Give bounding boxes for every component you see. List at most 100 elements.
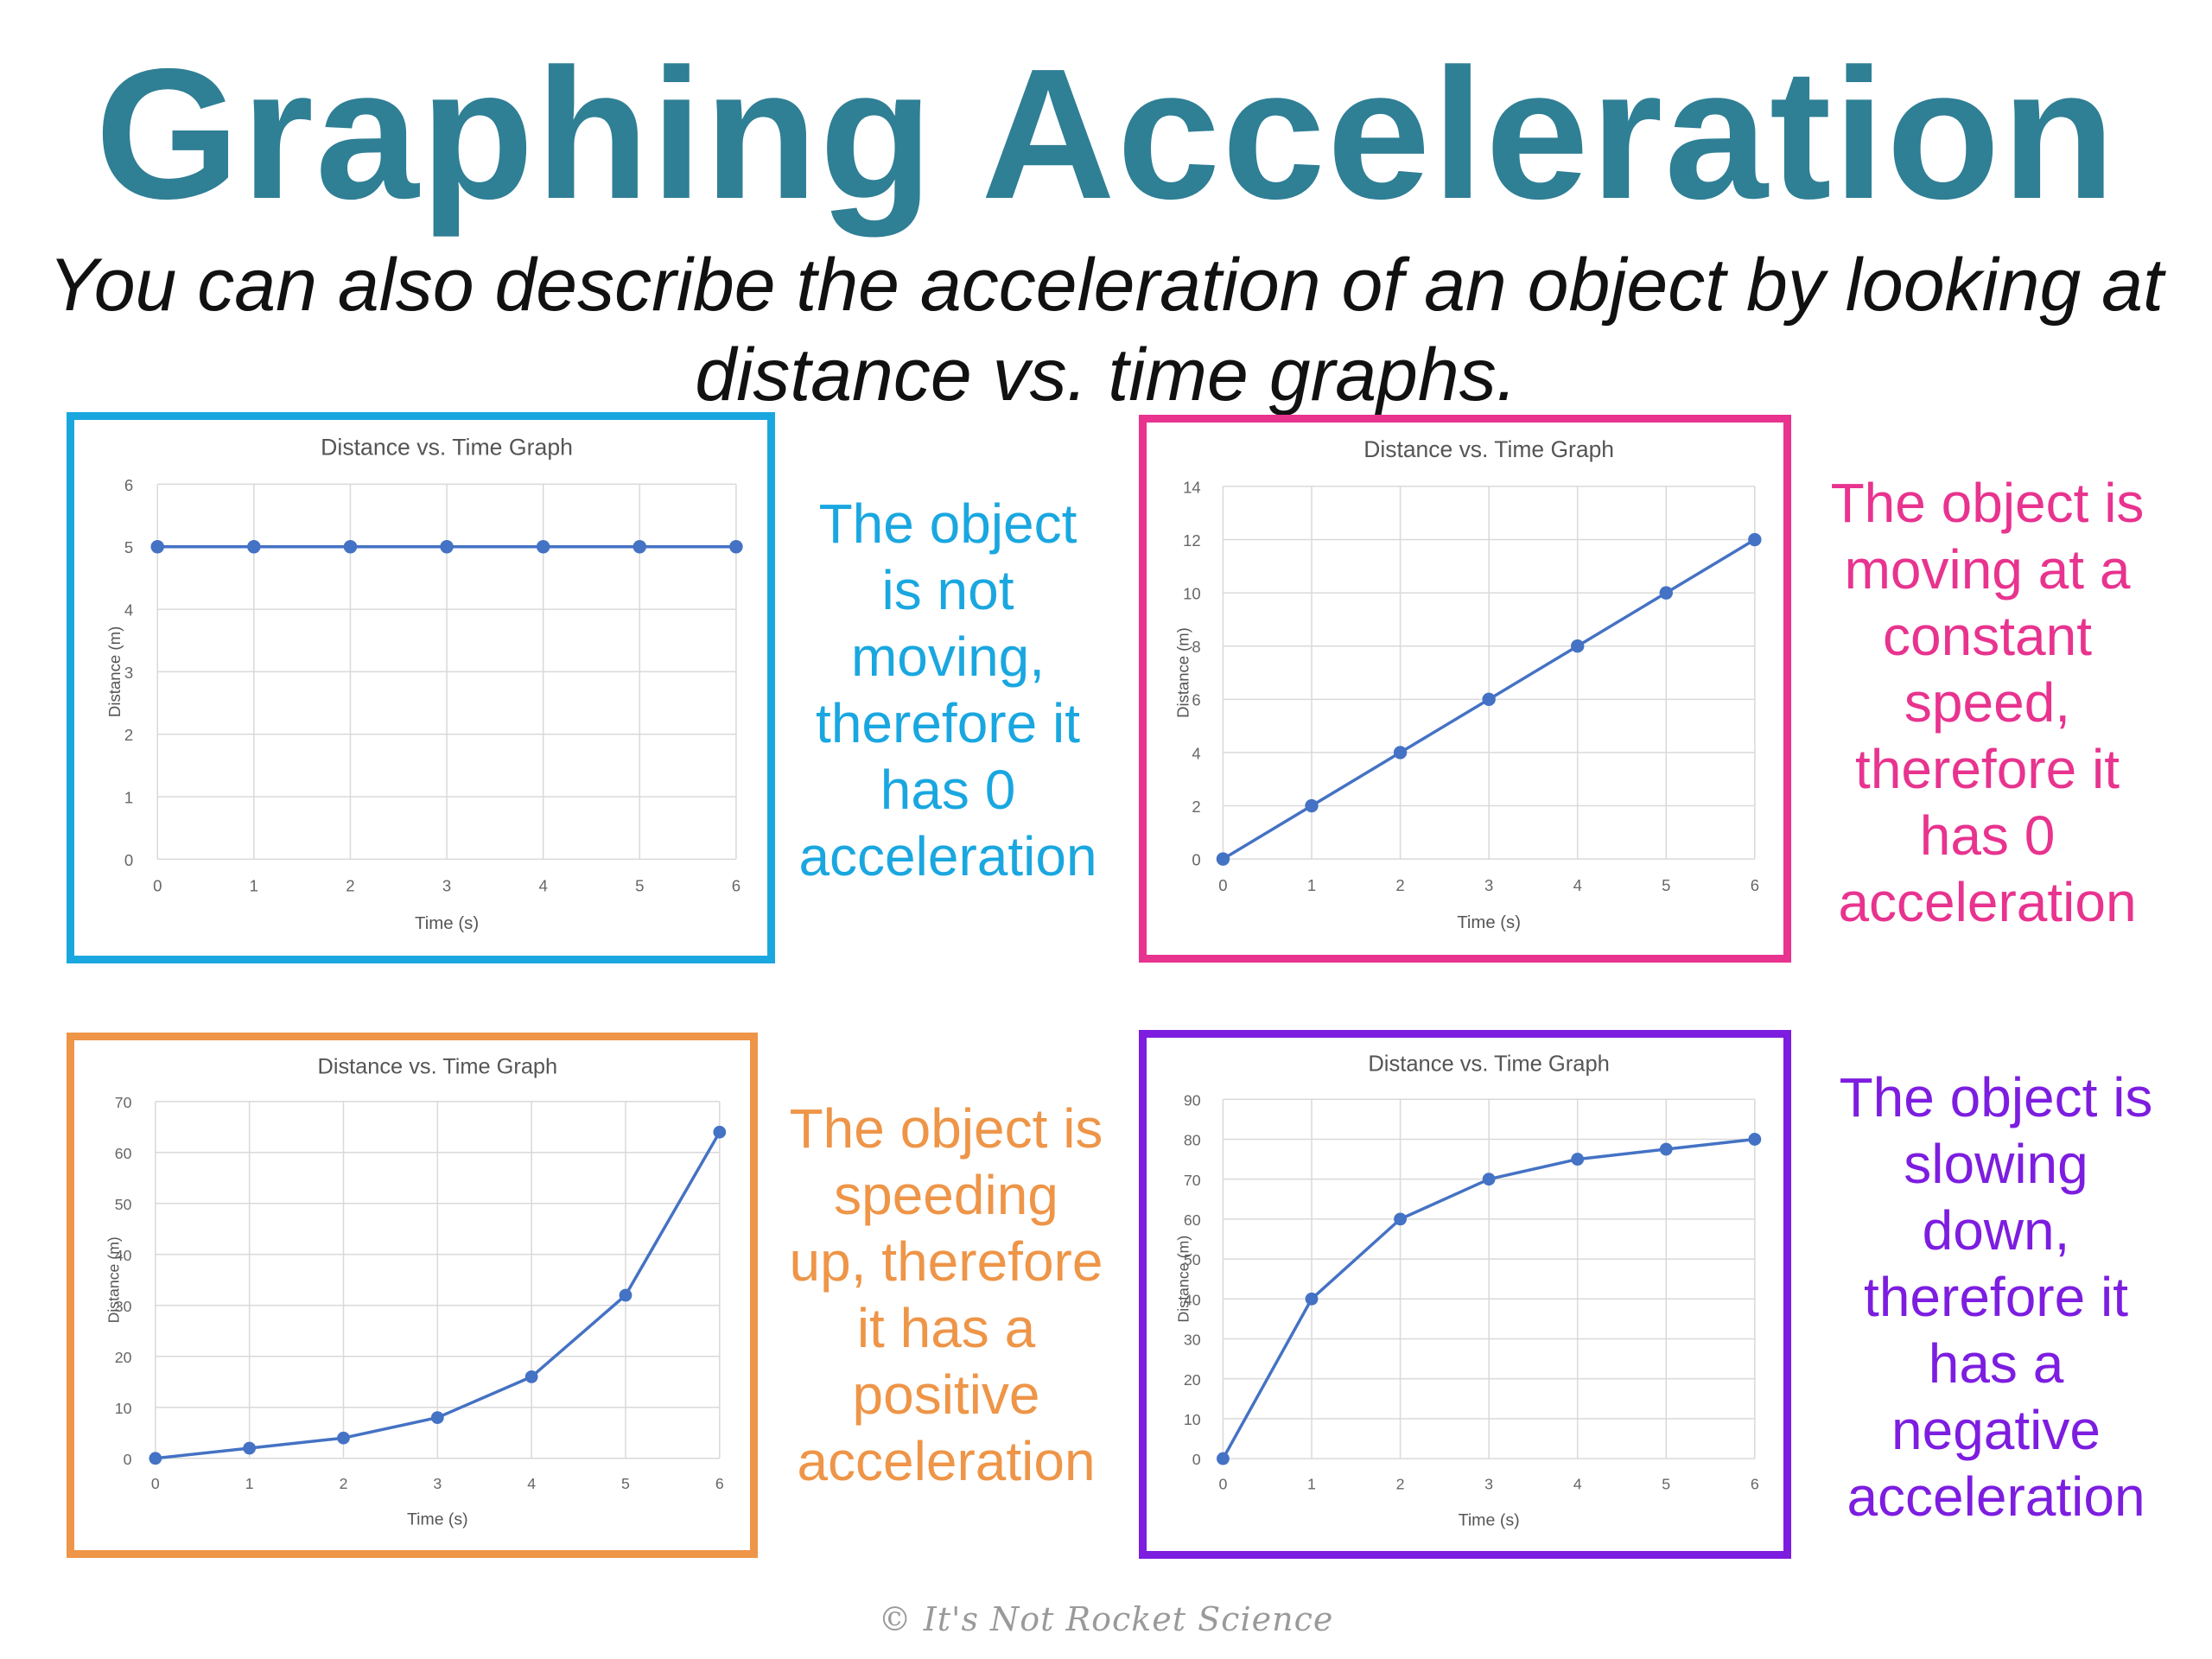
- y-tick-label: 40: [115, 1247, 132, 1264]
- y-tick-label: 30: [1184, 1332, 1201, 1349]
- y-tick-label: 10: [115, 1400, 132, 1417]
- x-tick-label: 4: [1573, 1476, 1582, 1493]
- data-point: [1748, 1133, 1762, 1146]
- x-tick-label: 2: [340, 1475, 348, 1492]
- data-point: [243, 1441, 257, 1455]
- y-tick-label: 2: [1192, 798, 1200, 816]
- x-tick-label: 6: [1751, 876, 1759, 894]
- x-tick-label: 5: [635, 877, 644, 895]
- y-tick-label: 0: [1192, 1451, 1201, 1468]
- description-line: negative: [1891, 1399, 2101, 1461]
- chart-not-moving: Distance vs. Time Graph 0 1 2 3 4 5 6 0 1 2 3 4 5 6 Tim…: [105, 434, 743, 933]
- y-tick-label: 70: [115, 1094, 132, 1111]
- x-tick-label: 4: [539, 877, 548, 895]
- x-tick-label: 0: [153, 877, 162, 895]
- data-point: [1305, 1292, 1319, 1306]
- x-tick-label: 0: [151, 1475, 160, 1492]
- description-slowing-down: The object is slowing down, therefore it has…: [1815, 1065, 2177, 1530]
- data-point: [1659, 1142, 1673, 1156]
- chart-panel-constant-speed: Distance vs. Time Graph 0 2 4 6 8 10 12 14 0 1 2 3 4 5…: [1139, 415, 1791, 963]
- chart-title: Distance vs. Time Graph: [318, 1054, 558, 1078]
- copyright-credit: © It's Not Rocket Science: [878, 1600, 1334, 1638]
- y-tick-label: 5: [124, 538, 133, 556]
- description-line: it has a: [856, 1297, 1036, 1359]
- y-axis-label: Distance (m): [1174, 627, 1192, 718]
- y-axis-label: Distance (m): [105, 626, 124, 717]
- description-not-moving: The object is not moving, therefore it has 0…: [788, 491, 1108, 890]
- data-point: [1394, 1212, 1407, 1226]
- x-tick-label: 3: [433, 1475, 442, 1492]
- y-tick-label: 40: [1184, 1291, 1201, 1308]
- y-tick-label: 60: [1184, 1211, 1201, 1229]
- x-tick-label: 5: [621, 1475, 630, 1492]
- description-line: down,: [1922, 1199, 2070, 1262]
- y-tick-label: 8: [1192, 638, 1200, 656]
- chart-speeding-up: Distance vs. Time Graph 0 10 20 30 40 50 60 70 0 1…: [105, 1054, 727, 1529]
- description-line: moving at a: [1844, 538, 2131, 601]
- description-speeding-up: The object is speeding up, therefore it has…: [778, 1096, 1115, 1495]
- data-point: [337, 1431, 350, 1445]
- y-tick-label: 30: [115, 1298, 132, 1315]
- y-tick-label: 20: [1184, 1371, 1201, 1389]
- y-tick-label: 0: [124, 1451, 132, 1468]
- data-point: [1571, 1153, 1585, 1166]
- data-point: [1482, 1173, 1496, 1186]
- y-tick-label: 10: [1184, 1411, 1201, 1428]
- description-line: The object: [818, 493, 1077, 555]
- x-tick-label: 6: [715, 1475, 724, 1492]
- description-line: acceleration: [1838, 871, 2137, 933]
- data-point: [1659, 586, 1673, 600]
- x-axis-label: Time (s): [407, 1510, 468, 1529]
- x-tick-label: 2: [1395, 876, 1404, 894]
- x-tick-label: 3: [1484, 876, 1493, 894]
- y-tick-label: 6: [124, 476, 133, 494]
- data-point: [729, 539, 743, 554]
- y-tick-label: 6: [1192, 691, 1200, 709]
- description-line: speeding: [834, 1164, 1058, 1226]
- data-point: [536, 539, 550, 554]
- description-line: up, therefore: [789, 1230, 1103, 1293]
- data-point: [524, 1370, 538, 1383]
- page-subtitle: You can also describe the acceleration o…: [48, 244, 2164, 416]
- x-tick-label: 1: [250, 877, 258, 895]
- data-point: [1216, 852, 1230, 866]
- chart-panel-speeding-up: Distance vs. Time Graph 0 10 20 30 40 50 60 70 0 1…: [67, 1033, 758, 1558]
- y-tick-label: 0: [124, 851, 133, 869]
- data-point: [150, 539, 164, 554]
- description-line: constant: [1883, 605, 2092, 667]
- x-tick-label: 2: [346, 877, 354, 895]
- x-axis-label: Time (s): [1459, 1510, 1520, 1529]
- x-tick-label: 4: [1573, 876, 1582, 894]
- description-line: acceleration: [797, 1430, 1096, 1492]
- chart-slowing-down: Distance vs. Time Graph01020304050607080…: [1175, 1052, 1762, 1529]
- x-tick-label: 2: [1396, 1476, 1405, 1493]
- y-tick-label: 4: [124, 601, 133, 620]
- x-tick-label: 3: [1484, 1476, 1493, 1493]
- y-tick-label: 3: [124, 664, 133, 682]
- description-line: The object is: [1839, 1066, 2153, 1128]
- description-line: slowing: [1904, 1133, 2088, 1195]
- x-axis-label: Time (s): [1457, 913, 1521, 932]
- description-line: therefore it: [816, 692, 1080, 754]
- page-title: Graphing Acceleration: [95, 29, 2117, 238]
- y-tick-label: 70: [1184, 1172, 1201, 1189]
- data-point: [1393, 746, 1408, 760]
- description-line: speed,: [1904, 671, 2071, 734]
- data-point: [1305, 798, 1319, 813]
- description-line: is not: [881, 559, 1014, 621]
- chart-title: Distance vs. Time Graph: [1363, 436, 1614, 462]
- description-line: acceleration: [798, 825, 1097, 887]
- data-point: [343, 539, 358, 554]
- y-tick-label: 4: [1192, 744, 1200, 762]
- y-tick-label: 90: [1184, 1091, 1201, 1109]
- description-line: has 0: [880, 759, 1016, 821]
- x-tick-label: 6: [1751, 1476, 1759, 1493]
- x-axis-label: Time (s): [415, 913, 479, 933]
- y-tick-label: 1: [124, 789, 133, 807]
- chart-panel-not-moving: Distance vs. Time Graph 0 1 2 3 4 5 6 0 1 2 3 4 5 6 Tim…: [67, 412, 775, 963]
- data-point: [632, 539, 647, 554]
- description-line: The object is: [1830, 472, 2145, 534]
- y-tick-label: 12: [1183, 531, 1201, 550]
- y-tick-label: 14: [1183, 478, 1201, 496]
